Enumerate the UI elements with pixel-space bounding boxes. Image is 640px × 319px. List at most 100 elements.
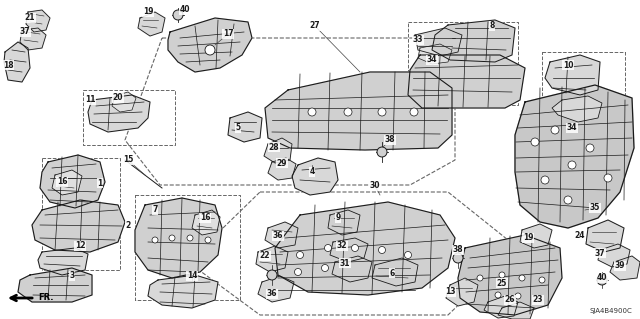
- Polygon shape: [40, 155, 105, 208]
- Circle shape: [205, 45, 215, 55]
- Text: 3: 3: [69, 271, 75, 280]
- Polygon shape: [415, 28, 462, 56]
- Text: 15: 15: [123, 155, 133, 165]
- Text: 25: 25: [497, 278, 507, 287]
- Polygon shape: [275, 202, 455, 295]
- Circle shape: [321, 264, 328, 271]
- Text: 32: 32: [337, 241, 348, 250]
- Circle shape: [205, 237, 211, 243]
- Text: 16: 16: [200, 213, 211, 222]
- Text: 36: 36: [267, 290, 277, 299]
- Text: 37: 37: [20, 27, 30, 36]
- Circle shape: [564, 196, 572, 204]
- Text: 31: 31: [340, 258, 350, 268]
- Circle shape: [568, 161, 576, 169]
- Polygon shape: [432, 20, 515, 62]
- Polygon shape: [484, 296, 518, 318]
- Circle shape: [187, 235, 193, 241]
- Polygon shape: [446, 278, 478, 306]
- Text: 20: 20: [113, 93, 124, 102]
- Text: 12: 12: [75, 241, 85, 250]
- Text: 35: 35: [590, 204, 600, 212]
- Polygon shape: [148, 275, 218, 308]
- Text: 40: 40: [180, 5, 190, 14]
- Text: 30: 30: [370, 182, 380, 190]
- Text: 9: 9: [335, 213, 340, 222]
- Polygon shape: [332, 256, 372, 282]
- Polygon shape: [292, 158, 338, 195]
- Polygon shape: [264, 138, 292, 163]
- Polygon shape: [256, 246, 288, 272]
- Text: 7: 7: [152, 205, 157, 214]
- Circle shape: [477, 275, 483, 281]
- Circle shape: [152, 237, 158, 243]
- Polygon shape: [610, 256, 640, 280]
- Text: 38: 38: [452, 246, 463, 255]
- Polygon shape: [258, 276, 294, 302]
- Polygon shape: [586, 220, 624, 252]
- Text: SJA4B4900C: SJA4B4900C: [589, 308, 632, 314]
- Polygon shape: [4, 42, 30, 82]
- Text: 6: 6: [389, 269, 395, 278]
- Polygon shape: [26, 10, 50, 32]
- Text: 23: 23: [532, 295, 543, 305]
- Polygon shape: [265, 222, 298, 248]
- Text: 21: 21: [25, 13, 35, 23]
- Circle shape: [541, 176, 549, 184]
- Text: 11: 11: [84, 95, 95, 105]
- Polygon shape: [88, 95, 150, 132]
- Circle shape: [515, 293, 521, 299]
- Polygon shape: [330, 238, 368, 262]
- Text: 19: 19: [523, 234, 533, 242]
- Polygon shape: [372, 258, 418, 286]
- Circle shape: [351, 244, 358, 251]
- Text: 22: 22: [260, 251, 270, 261]
- Circle shape: [410, 108, 418, 116]
- Text: 33: 33: [413, 35, 423, 44]
- Polygon shape: [112, 92, 136, 112]
- Text: 34: 34: [567, 123, 577, 132]
- Polygon shape: [598, 244, 630, 267]
- Text: 17: 17: [223, 29, 234, 39]
- Text: 24: 24: [575, 232, 585, 241]
- Polygon shape: [138, 12, 165, 36]
- Text: 4: 4: [309, 167, 315, 176]
- Text: 13: 13: [445, 287, 455, 296]
- Polygon shape: [265, 72, 452, 150]
- Circle shape: [519, 275, 525, 281]
- Polygon shape: [545, 55, 600, 95]
- Circle shape: [173, 10, 183, 20]
- Circle shape: [296, 251, 303, 258]
- Circle shape: [378, 108, 386, 116]
- Polygon shape: [520, 224, 552, 248]
- Polygon shape: [135, 198, 222, 278]
- Text: 36: 36: [273, 232, 284, 241]
- Text: 19: 19: [143, 8, 153, 17]
- Text: 8: 8: [490, 21, 495, 31]
- Circle shape: [586, 144, 594, 152]
- Polygon shape: [52, 170, 82, 195]
- Polygon shape: [228, 112, 262, 142]
- Polygon shape: [418, 44, 452, 64]
- Text: 10: 10: [563, 61, 573, 70]
- Circle shape: [344, 108, 352, 116]
- Circle shape: [267, 270, 277, 280]
- Circle shape: [495, 292, 501, 298]
- Text: 2: 2: [125, 221, 131, 231]
- Circle shape: [551, 126, 559, 134]
- Circle shape: [539, 277, 545, 283]
- Text: 40: 40: [596, 273, 607, 283]
- Text: 1: 1: [97, 179, 102, 188]
- Text: 29: 29: [276, 159, 287, 167]
- Polygon shape: [20, 28, 46, 50]
- Text: 26: 26: [505, 295, 515, 305]
- Text: 37: 37: [595, 249, 605, 257]
- Circle shape: [294, 269, 301, 276]
- Text: 34: 34: [427, 56, 437, 64]
- Circle shape: [377, 147, 387, 157]
- Text: 16: 16: [57, 177, 67, 187]
- Polygon shape: [18, 268, 92, 302]
- Circle shape: [404, 251, 412, 258]
- Polygon shape: [192, 210, 220, 235]
- Text: 14: 14: [187, 271, 197, 280]
